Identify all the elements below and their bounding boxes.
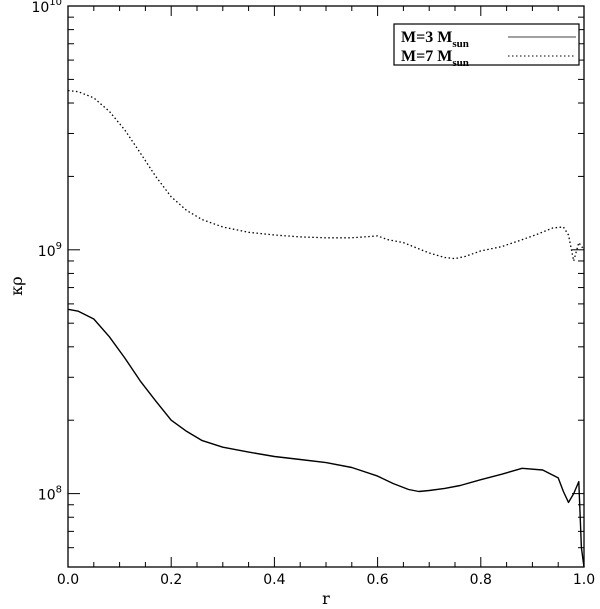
plot-frame [67, 5, 585, 568]
legend-box [393, 23, 580, 66]
legend-label-2: M=7 Msun [401, 48, 469, 69]
legend-label-1: M=3 Msun [401, 29, 469, 50]
x-tick-label: 0.0 [57, 572, 79, 588]
y-tick-label: 109 [38, 241, 62, 260]
x-tick-label: 1.0 [573, 572, 595, 588]
x-tick-label: 0.2 [160, 572, 182, 588]
x-tick-label: 0.4 [263, 572, 285, 588]
series-line-1 [67, 308, 585, 568]
x-axis-label: r [322, 589, 330, 608]
x-tick-label: 0.8 [470, 572, 492, 588]
legend: M=3 Msun M=7 Msun [393, 23, 580, 69]
legend-subscript-1: sun [452, 38, 469, 50]
y-axis-label: κρ [7, 276, 26, 295]
x-tick-label: 0.6 [366, 572, 388, 588]
legend-subscript-2: sun [452, 57, 469, 69]
series-line-2 [67, 89, 585, 262]
y-tick-label: 108 [38, 485, 62, 504]
y-tick-label: 1010 [31, 0, 62, 16]
